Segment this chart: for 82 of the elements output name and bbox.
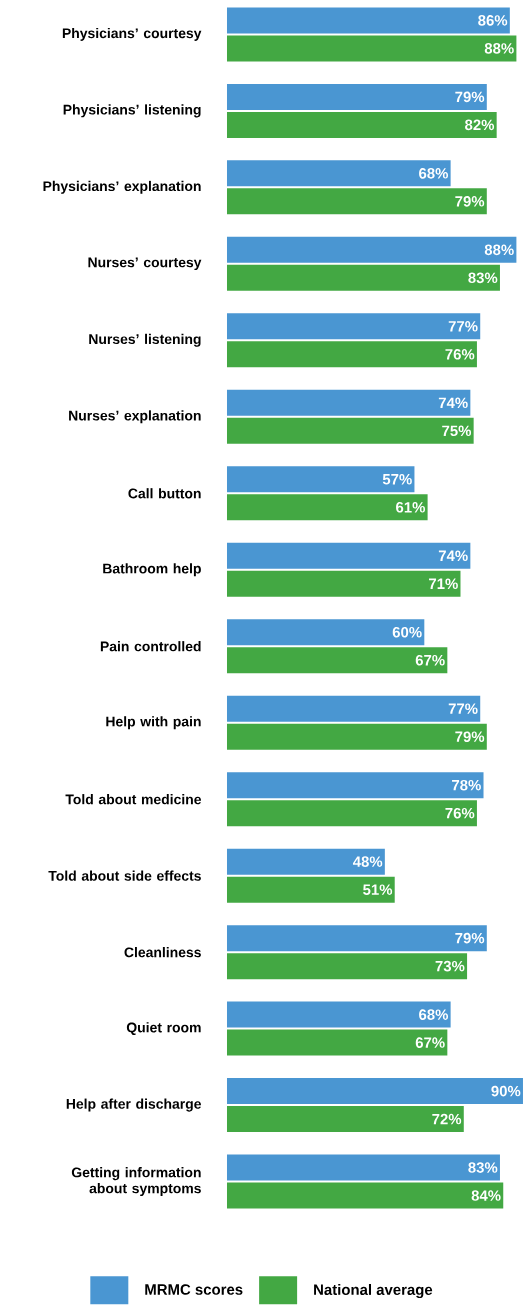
- bar: [226, 236, 517, 263]
- data-label: 86%: [478, 15, 508, 26]
- data-label: 77%: [448, 321, 478, 332]
- bar: [226, 1029, 448, 1056]
- bar: [226, 494, 428, 521]
- legend-label: National average: [314, 1284, 433, 1299]
- data-label: 60%: [392, 626, 422, 638]
- bar: [226, 264, 500, 291]
- bar: [226, 925, 487, 952]
- data-label: 79%: [455, 91, 485, 103]
- bar: [226, 723, 487, 750]
- bar: [226, 313, 481, 340]
- data-label: 48%: [352, 856, 383, 867]
- data-label: 57%: [382, 474, 412, 485]
- bar: [226, 466, 415, 493]
- bar: [226, 695, 481, 722]
- bar: [226, 953, 468, 980]
- bar: [226, 389, 471, 416]
- data-label: 83%: [468, 1162, 498, 1173]
- bar: [226, 341, 477, 368]
- bar: [226, 1078, 523, 1105]
- y-tick-label: Nurses’ listening: [89, 333, 201, 347]
- bar: [226, 800, 477, 827]
- bar: [226, 1106, 464, 1133]
- bar: [226, 848, 385, 875]
- y-tick-label: Cleanliness: [124, 947, 201, 958]
- y-tick-label: Help after discharge: [66, 1098, 201, 1112]
- y-tick-label: Physicians’ courtesy: [62, 27, 202, 41]
- bar: [226, 417, 474, 444]
- y-tick-label: Physicians’ listening: [63, 104, 201, 118]
- data-label: 51%: [363, 884, 393, 895]
- y-tick-label: Call button: [128, 488, 201, 499]
- data-label: 72%: [432, 1113, 462, 1125]
- bar: [226, 188, 487, 215]
- bar: [226, 1001, 451, 1028]
- data-label: 82%: [465, 119, 495, 131]
- data-label: 68%: [419, 168, 448, 179]
- bar: [226, 160, 451, 187]
- y-tick-label: Pain controlled: [100, 641, 201, 652]
- data-label: 76%: [445, 807, 475, 819]
- y-tick-label: Quiet room: [126, 1022, 201, 1036]
- data-label: 88%: [484, 43, 514, 54]
- bar: [226, 1154, 500, 1181]
- data-label: 75%: [442, 425, 472, 437]
- bar: [226, 876, 395, 903]
- data-label: 79%: [455, 196, 485, 207]
- data-label: 79%: [455, 932, 485, 944]
- y-tick-label: Getting information about symptoms: [71, 1167, 201, 1197]
- data-label: 79%: [455, 731, 485, 742]
- y-tick-label: Nurses’ explanation: [69, 410, 201, 424]
- data-label: 78%: [452, 779, 481, 791]
- y-tick-label: Help with pain: [106, 716, 201, 730]
- data-label: 71%: [428, 578, 458, 589]
- data-label: 77%: [448, 703, 478, 714]
- data-label: 88%: [484, 244, 514, 256]
- y-tick-label: Told about medicine: [65, 794, 201, 805]
- y-tick-label: Nurses’ courtesy: [88, 257, 202, 271]
- bar: [226, 83, 487, 110]
- data-label: 74%: [438, 397, 468, 409]
- bar: [226, 1182, 504, 1209]
- y-tick-label: Physicians’ explanation: [43, 180, 201, 194]
- bar: [226, 7, 510, 34]
- legend-label: MRMC scores: [145, 1284, 243, 1295]
- bar: [226, 35, 517, 62]
- data-label: 68%: [419, 1009, 448, 1020]
- y-tick-label: Bathroom help: [103, 563, 201, 577]
- data-label: 73%: [435, 960, 465, 972]
- bar: [226, 570, 461, 597]
- data-label: 83%: [468, 272, 498, 284]
- data-label: 61%: [396, 501, 425, 513]
- data-label: 74%: [438, 550, 468, 561]
- y-tick-label: Told about side effects: [48, 870, 201, 881]
- data-label: 76%: [445, 349, 475, 360]
- bar: [226, 772, 484, 799]
- data-label: 90%: [491, 1085, 521, 1097]
- data-label: 67%: [415, 1037, 445, 1048]
- data-label: 84%: [471, 1190, 501, 1201]
- data-label: 67%: [415, 654, 445, 666]
- bar: [226, 647, 448, 674]
- bar: [226, 111, 497, 138]
- bar: [226, 542, 471, 569]
- bar: [226, 619, 425, 646]
